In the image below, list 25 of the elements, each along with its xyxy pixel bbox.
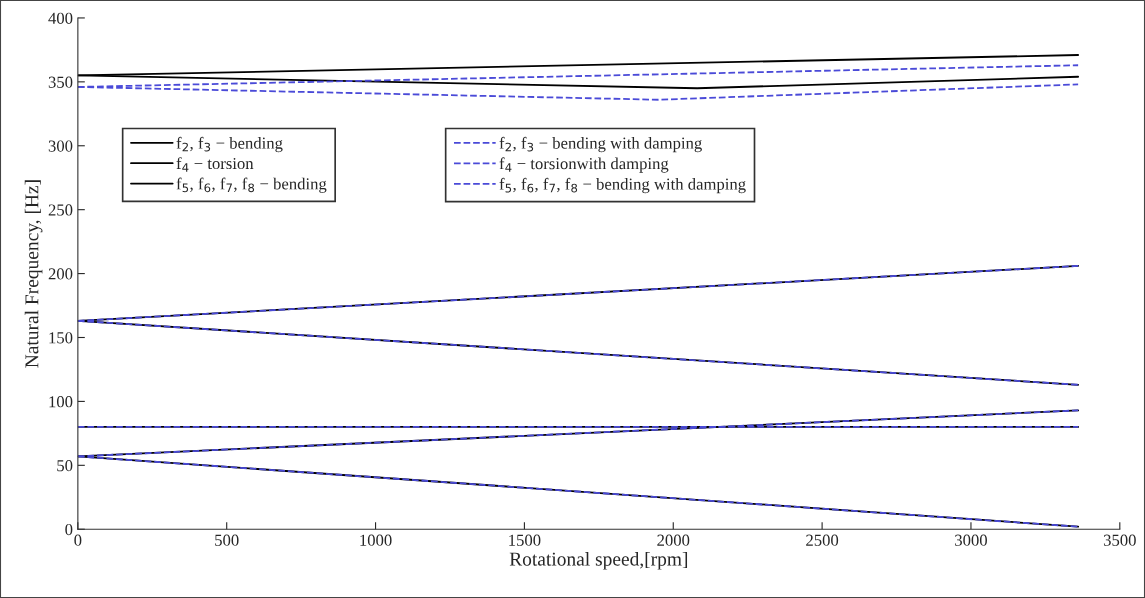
x-tick-label: 1500 — [509, 534, 541, 546]
y-tick-label: 100 — [49, 396, 73, 408]
y-tick-label: 50 — [57, 460, 73, 472]
y-tick-label: 200 — [48, 268, 73, 280]
legend-label: f$_{2}$, f$_{3}$ − bending with damping — [499, 136, 702, 153]
y-tick-label: 250 — [48, 204, 73, 216]
x-tick-label: 1000 — [360, 534, 392, 546]
x-tick-label: 3000 — [955, 534, 987, 546]
y-tick-label: 0 — [65, 523, 73, 536]
y-tick-label: 350 — [48, 76, 73, 88]
legend-label: f$_{4}$ − torsion — [176, 157, 254, 172]
x-tick-label: 3500 — [1103, 534, 1136, 546]
text: f$_{5}$, f$_{6}$, f$_{7}$, f$_{8}$ − bending — [176, 177, 327, 193]
y-tick-label: 400 — [48, 12, 73, 24]
x-axis-title: Rotational speed,[rpm] — [509, 551, 688, 570]
y-tick-label: 300 — [48, 140, 73, 152]
x-tick-label: 2000 — [657, 534, 690, 546]
x-tick-label: 0 — [74, 534, 82, 546]
x-tick-label: 2500 — [806, 534, 839, 546]
x-tick-label: 500 — [215, 534, 239, 546]
legend-label: f$_{2}$, f$_{3}$ − bending — [176, 136, 283, 153]
legend-label: f$_{4}$ − torsionwith damping — [499, 157, 669, 173]
y-axis-title: Natural Frequency, [Hz] — [24, 180, 43, 368]
text: f$_{5}$, f$_{6}$, f$_{7}$, f$_{8}$ − bending with damping — [499, 177, 746, 194]
y-tick-label: 150 — [49, 332, 73, 344]
